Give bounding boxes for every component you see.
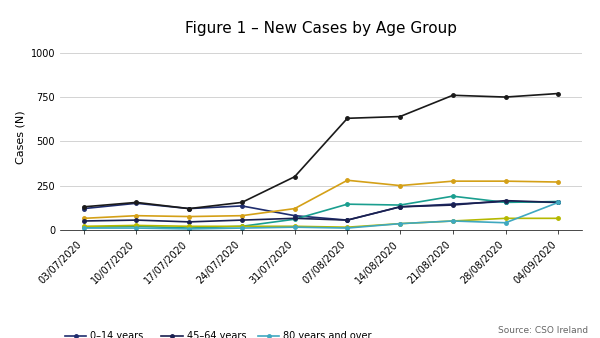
80 years and over — [449, 219, 457, 223]
0–14 years — [449, 202, 457, 206]
Line: 0–14 years: 0–14 years — [82, 200, 560, 222]
45–64 years — [133, 218, 140, 222]
0–14 years — [291, 214, 298, 218]
25–44 years — [291, 207, 298, 211]
0–14 years — [502, 199, 509, 203]
45–64 years — [397, 205, 404, 209]
All ages — [502, 95, 509, 99]
45–64 years — [291, 216, 298, 220]
0–14 years — [133, 201, 140, 205]
25–44 years — [449, 179, 457, 183]
45–64 years — [238, 218, 245, 222]
45–64 years — [554, 200, 562, 204]
0–14 years — [397, 205, 404, 209]
80 years and over — [80, 226, 88, 230]
15–24 years — [449, 194, 457, 198]
65–79 years — [185, 224, 193, 228]
80 years and over — [397, 222, 404, 226]
All ages — [80, 205, 88, 209]
45–64 years — [344, 218, 351, 222]
Text: Source: CSO Ireland: Source: CSO Ireland — [498, 325, 588, 335]
45–64 years — [502, 199, 509, 203]
15–24 years — [238, 224, 245, 228]
65–79 years — [80, 224, 88, 228]
Title: Figure 1 – New Cases by Age Group: Figure 1 – New Cases by Age Group — [185, 21, 457, 36]
65–79 years — [449, 219, 457, 223]
0–14 years — [554, 200, 562, 204]
25–44 years — [185, 215, 193, 219]
All ages — [397, 115, 404, 119]
65–79 years — [238, 224, 245, 228]
25–44 years — [238, 214, 245, 218]
15–24 years — [185, 226, 193, 230]
0–14 years — [185, 207, 193, 211]
15–24 years — [80, 225, 88, 229]
80 years and over — [554, 200, 562, 204]
25–44 years — [554, 180, 562, 184]
80 years and over — [502, 221, 509, 225]
0–14 years — [238, 204, 245, 208]
All ages — [238, 200, 245, 204]
65–79 years — [133, 223, 140, 227]
All ages — [185, 207, 193, 211]
65–79 years — [344, 225, 351, 229]
Legend: 0–14 years, 15–24 years, 25–44 years, 45–64 years, 65–79 years, 80 years and ove: 0–14 years, 15–24 years, 25–44 years, 45… — [65, 331, 372, 338]
15–24 years — [502, 200, 509, 204]
15–24 years — [554, 199, 562, 203]
45–64 years — [449, 203, 457, 207]
0–14 years — [80, 207, 88, 211]
All ages — [344, 116, 351, 120]
25–44 years — [502, 179, 509, 183]
15–24 years — [291, 217, 298, 221]
25–44 years — [397, 184, 404, 188]
25–44 years — [80, 216, 88, 220]
15–24 years — [344, 202, 351, 206]
80 years and over — [133, 226, 140, 230]
Y-axis label: Cases (N): Cases (N) — [15, 110, 25, 164]
Line: 15–24 years: 15–24 years — [82, 194, 560, 230]
80 years and over — [185, 227, 193, 231]
80 years and over — [291, 225, 298, 229]
Line: 80 years and over: 80 years and over — [82, 201, 560, 231]
All ages — [133, 200, 140, 204]
15–24 years — [397, 203, 404, 207]
Line: 65–79 years: 65–79 years — [82, 217, 560, 229]
80 years and over — [344, 226, 351, 230]
80 years and over — [238, 226, 245, 230]
Line: 25–44 years: 25–44 years — [82, 178, 560, 220]
65–79 years — [554, 216, 562, 220]
65–79 years — [291, 224, 298, 228]
All ages — [449, 93, 457, 97]
65–79 years — [397, 222, 404, 226]
65–79 years — [502, 216, 509, 220]
0–14 years — [344, 218, 351, 222]
Line: All ages: All ages — [82, 92, 560, 210]
15–24 years — [133, 224, 140, 228]
45–64 years — [185, 220, 193, 224]
25–44 years — [344, 178, 351, 182]
25–44 years — [133, 214, 140, 218]
Line: 45–64 years: 45–64 years — [82, 199, 560, 224]
All ages — [291, 175, 298, 179]
45–64 years — [80, 219, 88, 223]
All ages — [554, 92, 562, 96]
